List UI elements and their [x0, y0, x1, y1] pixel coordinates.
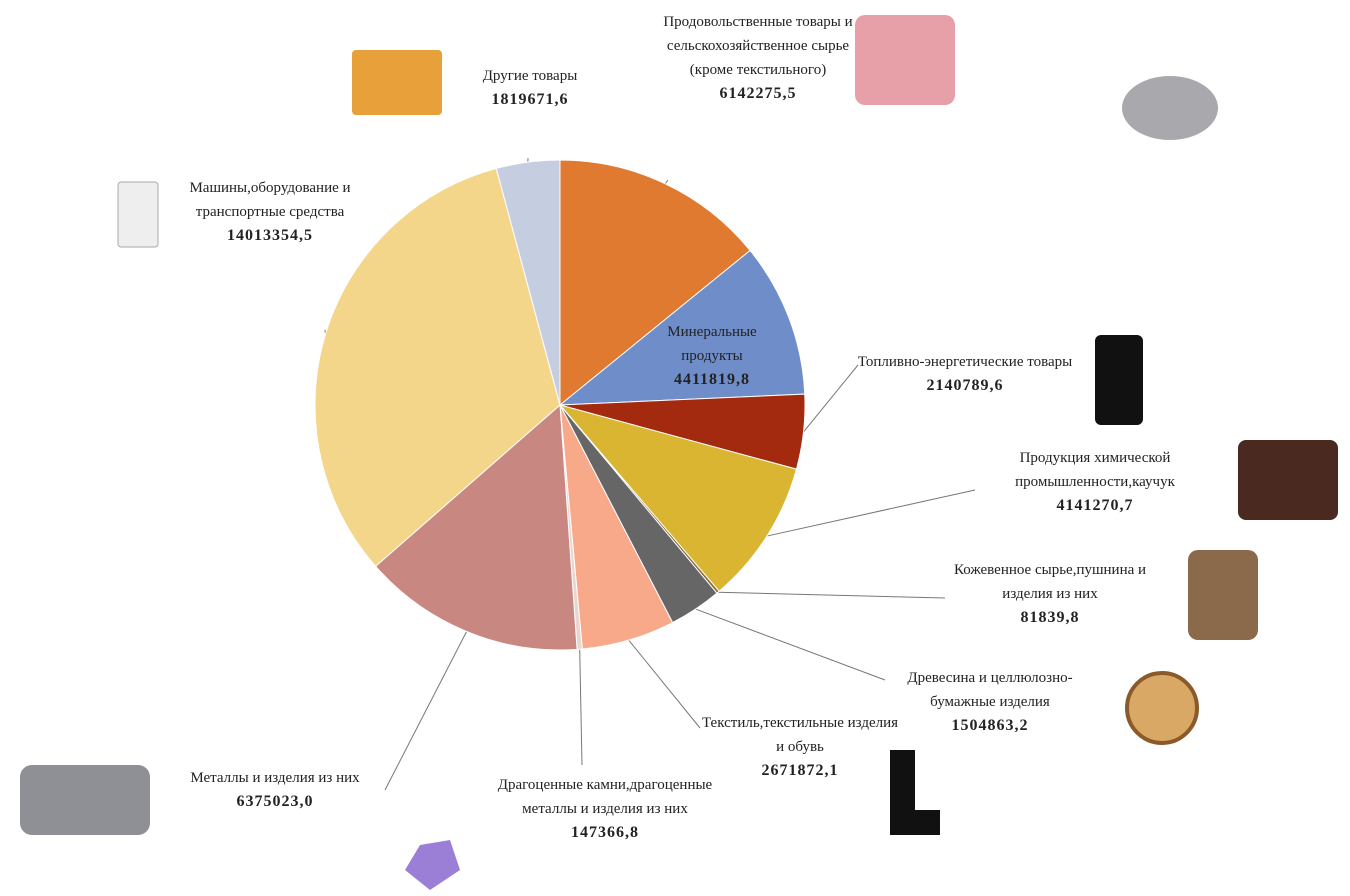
value-label: 2140789,6 — [926, 377, 1004, 394]
pie-slice — [559, 159, 751, 407]
boot-icon — [890, 750, 940, 835]
category-name: Продукция химической промышленности,кауч… — [1015, 450, 1175, 490]
gem-icon — [405, 840, 460, 890]
slice-label: Древесина и целлюлозно-бумажные изделия 1… — [880, 666, 1100, 738]
wood-icon — [1125, 671, 1199, 745]
category-name: Другие товары — [482, 68, 578, 84]
pie-slice — [374, 403, 578, 651]
pie-slice — [314, 167, 561, 568]
leader-line — [766, 489, 976, 537]
slice-label: Другие товары 1819671,6 — [455, 64, 605, 112]
category-name: Металлы и изделия из них — [190, 770, 360, 786]
cloth-icon — [352, 50, 442, 115]
value-label: 6142275,5 — [719, 85, 797, 102]
meat-icon — [855, 15, 955, 105]
leader-line — [628, 639, 701, 729]
leader-line — [803, 364, 859, 433]
pie-slice — [558, 249, 806, 406]
value-label: 1819671,6 — [491, 91, 569, 108]
leader-line — [718, 591, 946, 599]
slice-label: Драгоценные камни,драгоценные металлы и … — [490, 773, 720, 845]
value-label: 2671872,1 — [761, 762, 839, 779]
slice-label: Текстиль,текстильные изделия и обувь 2671… — [700, 711, 900, 783]
slice-label: Машины,оборудование и транспортные средс… — [155, 176, 385, 248]
value-label: 1504863,2 — [951, 717, 1029, 734]
leader-line — [384, 631, 468, 791]
value-label: 4411819,8 — [673, 371, 751, 388]
slice-label: Минеральные продукты 4411819,8 — [637, 320, 787, 392]
value-label: 4141270,7 — [1056, 497, 1134, 514]
bottles-icon — [1238, 440, 1338, 520]
slice-label: Продукция химической промышленности,кауч… — [965, 446, 1225, 518]
ore-icon — [1122, 76, 1218, 140]
leader-line — [695, 608, 886, 681]
category-name: Продовольственные товары и сельскохозяйс… — [663, 14, 853, 78]
category-name: Топливно-энергетические товары — [857, 354, 1073, 370]
slice-label: Металлы и изделия из них 6375023,0 — [165, 766, 385, 814]
category-name: Машины,оборудование и транспортные средс… — [189, 180, 351, 220]
category-name: Текстиль,текстильные изделия и обувь — [701, 715, 899, 755]
category-name: Кожевенное сырье,пушнина и изделия из ни… — [953, 562, 1147, 602]
value-label: 81839,8 — [1020, 609, 1080, 626]
category-name: Древесина и целлюлозно-бумажные изделия — [907, 670, 1073, 710]
pie-slice — [558, 404, 798, 592]
pie-slice — [495, 159, 561, 406]
slice-label: Топливно-энергетические товары 2140789,6 — [850, 350, 1080, 398]
icons — [20, 15, 1338, 890]
slice-label: Продовольственные товары и сельскохозяйс… — [658, 10, 858, 106]
leader-line — [579, 649, 583, 766]
slice-label: Кожевенное сырье,пушнина и изделия из ни… — [930, 558, 1170, 630]
category-name: Драгоценные камни,драгоценные металлы и … — [497, 777, 713, 817]
fur-icon — [1188, 550, 1258, 640]
metal-icon — [20, 765, 150, 835]
switch-icon — [117, 181, 159, 248]
value-label: 147366,8 — [571, 824, 639, 841]
category-name: Минеральные продукты — [667, 324, 757, 364]
value-label: 6375023,0 — [236, 793, 314, 810]
barrel-icon — [1095, 335, 1143, 425]
value-label: 14013354,5 — [227, 227, 313, 244]
leader-line — [664, 179, 669, 185]
